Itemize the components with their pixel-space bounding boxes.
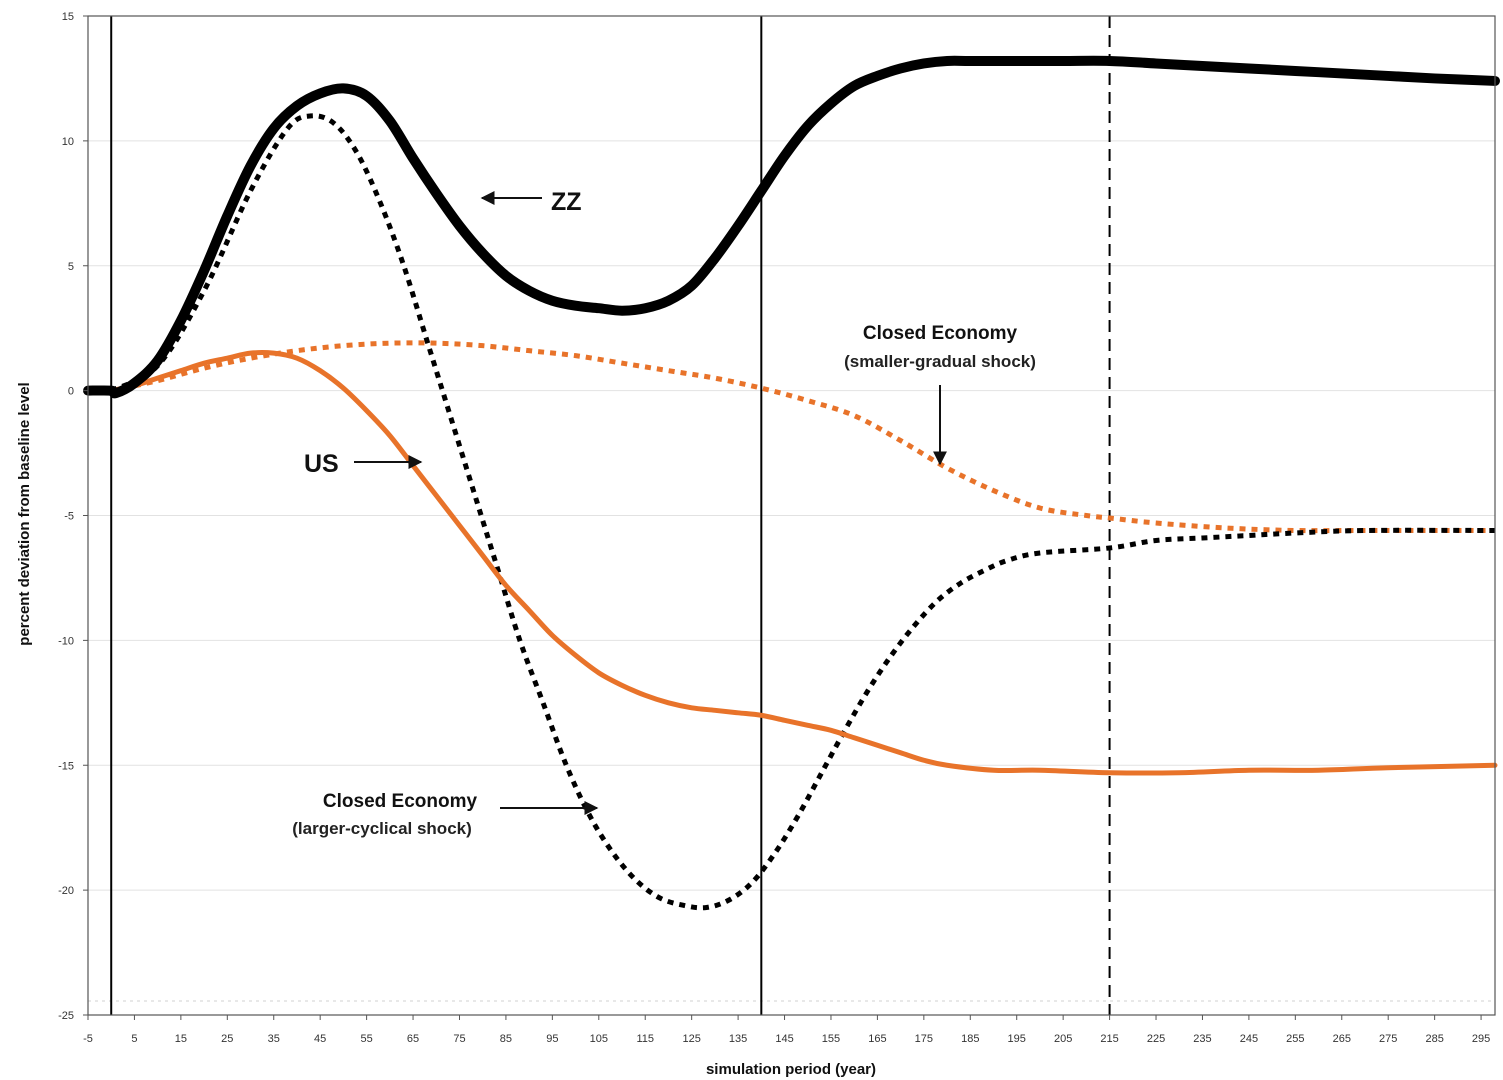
x-tick-label: 195 [1008,1033,1026,1045]
x-tick-label: 135 [729,1033,747,1045]
y-tick-label: -25 [58,1010,74,1022]
x-tick-label: 285 [1425,1033,1443,1045]
x-tick-label: 215 [1100,1033,1118,1045]
x-axis-ticks: -5 5 15 25 35 45 55 65 75 85 95 105 115 125 135 145 155 1… [83,1015,1490,1045]
x-tick-label: 65 [407,1033,419,1045]
annotation-us-label: US [304,450,339,478]
x-tick-label: 5 [131,1033,137,1045]
x-tick-label: 255 [1286,1033,1304,1045]
y-tick-label: -20 [58,885,74,897]
x-tick-label: 245 [1240,1033,1258,1045]
y-tick-label: -15 [58,760,74,772]
x-tick-label: 165 [868,1033,886,1045]
x-tick-label: 265 [1333,1033,1351,1045]
x-tick-label: 205 [1054,1033,1072,1045]
x-tick-label: 75 [453,1033,465,1045]
x-axis-label: simulation period (year) [706,1061,876,1078]
annotation-closed-gradual-title: Closed Economy [863,323,1018,344]
y-tick-label: 5 [68,261,74,273]
x-tick-label: 85 [500,1033,512,1045]
annotation-closed-cyclical-subtitle: (larger-cyclical shock) [292,819,472,838]
y-tick-label: 15 [62,11,74,23]
x-tick-label: 105 [590,1033,608,1045]
y-axis-ticks: -25 -20 -15 -10 -5 0 5 10 15 [58,11,88,1022]
x-tick-label: 175 [915,1033,933,1045]
x-tick-label: 35 [268,1033,280,1045]
y-tick-label: 10 [62,136,74,148]
y-tick-label: -10 [58,635,74,647]
annotation-closed-gradual-subtitle: (smaller-gradual shock) [844,352,1036,371]
x-tick-label: 95 [546,1033,558,1045]
x-tick-label: 125 [682,1033,700,1045]
y-axis-label: percent deviation from baseline level [16,382,33,645]
x-tick-label: 45 [314,1033,326,1045]
x-tick-label: -5 [83,1033,93,1045]
x-tick-label: 25 [221,1033,233,1045]
x-tick-label: 145 [775,1033,793,1045]
y-tick-label: -5 [64,511,74,523]
x-tick-label: 155 [822,1033,840,1045]
x-tick-label: 15 [175,1033,187,1045]
x-tick-label: 235 [1193,1033,1211,1045]
y-tick-label: 0 [68,386,74,398]
annotation-closed-cyclical-title: Closed Economy [323,791,478,812]
x-tick-label: 225 [1147,1033,1165,1045]
x-tick-label: 185 [961,1033,979,1045]
x-tick-label: 55 [360,1033,372,1045]
x-tick-label: 115 [636,1033,654,1045]
x-tick-label: 275 [1379,1033,1397,1045]
annotation-zz-label: ZZ [551,188,582,216]
x-tick-label: 295 [1472,1033,1490,1045]
